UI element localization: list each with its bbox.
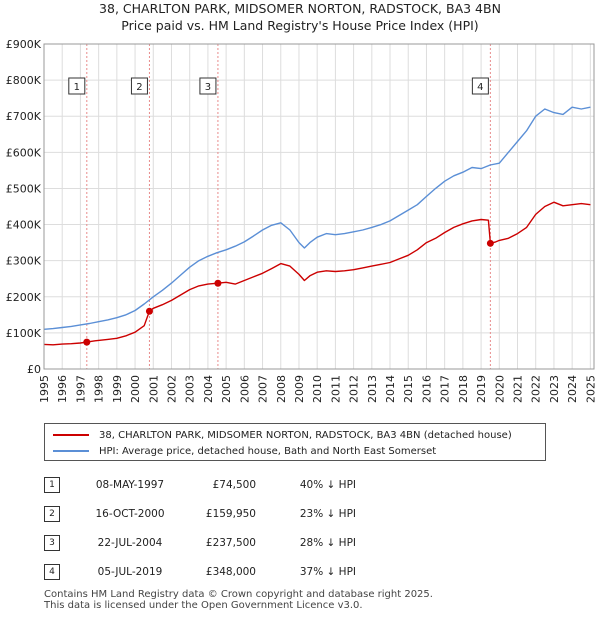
transaction-badge: 4	[44, 563, 60, 580]
x-tick-label: 1999	[111, 375, 124, 403]
footer-licence: This data is licensed under the Open Gov…	[44, 600, 363, 611]
transactions-table: 1 08-MAY-1997 £74,500 40% ↓ HPI 2 16-OCT…	[44, 470, 356, 586]
legend-item-property: 38, CHARLTON PARK, MIDSOMER NORTON, RADS…	[53, 427, 512, 443]
x-tick-label: 2009	[293, 375, 306, 403]
legend-swatch-hpi	[53, 450, 89, 452]
plot-frame	[43, 43, 595, 370]
table-row: 1 08-MAY-1997 £74,500 40% ↓ HPI	[44, 470, 356, 499]
table-row: 4 05-JUL-2019 £348,000 37% ↓ HPI	[44, 557, 356, 586]
x-tick-label: 2006	[238, 375, 251, 403]
transaction-hpi: 37% ↓ HPI	[299, 565, 356, 578]
x-tick-label: 2025	[584, 375, 597, 403]
transaction-date: 22-JUL-2004	[97, 536, 163, 549]
legend-label-hpi: HPI: Average price, detached house, Bath…	[99, 445, 437, 457]
transaction-date: 08-MAY-1997	[95, 478, 165, 491]
legend-item-hpi: HPI: Average price, detached house, Bath…	[53, 443, 436, 459]
y-tick-label: £600K	[6, 146, 42, 159]
y-tick-label: £300K	[6, 255, 42, 268]
transaction-date: 05-JUL-2019	[97, 565, 163, 578]
y-tick-label: £400K	[6, 219, 42, 232]
series-lines	[43, 106, 591, 346]
x-tick-label: 1996	[56, 375, 69, 403]
x-tick-label: 2000	[129, 375, 142, 403]
x-tick-label: 2010	[311, 375, 324, 403]
chart-title: 38, CHARLTON PARK, MIDSOMER NORTON, RADS…	[99, 1, 501, 16]
marker-label: 1	[74, 82, 80, 93]
marker-label-box	[199, 77, 217, 95]
x-tick-label: 2001	[147, 375, 160, 403]
price-chart: 1 2 3 4 £0 £100K £200K £300K £400K £500K £600K £70…	[6, 38, 598, 403]
x-tick-label: 2023	[548, 375, 561, 403]
axis-labels: £0 £100K £200K £300K £400K £500K £600K £700K £80…	[6, 38, 598, 403]
x-tick-label: 2007	[257, 375, 270, 403]
y-tick-label: £500K	[6, 182, 42, 195]
legend-label-property: 38, CHARLTON PARK, MIDSOMER NORTON, RADS…	[99, 429, 512, 441]
x-tick-label: 2003	[184, 375, 197, 403]
property-price-line	[43, 201, 591, 346]
transaction-hpi: 40% ↓ HPI	[299, 478, 356, 491]
x-tick-label: 1998	[93, 375, 106, 403]
legend-swatch-property	[53, 434, 89, 436]
transaction-date: 16-OCT-2000	[95, 507, 165, 520]
y-tick-label: £0	[27, 363, 41, 376]
transaction-hpi: 23% ↓ HPI	[299, 507, 356, 520]
sale-point	[214, 279, 222, 287]
y-tick-label: £700K	[6, 110, 42, 123]
transaction-badge: 3	[44, 534, 60, 551]
x-tick-label: 2005	[220, 375, 233, 403]
chart-subtitle: Price paid vs. HM Land Registry's House …	[121, 18, 479, 33]
x-tick-label: 1995	[38, 375, 51, 403]
transaction-price: £159,950	[205, 507, 256, 520]
x-tick-label: 2004	[202, 375, 215, 403]
x-tick-label: 2011	[329, 375, 342, 403]
marker-label-box	[471, 77, 489, 95]
marker-label: 2	[136, 82, 142, 93]
x-tick-label: 2017	[439, 375, 452, 403]
y-tick-label: £900K	[6, 38, 42, 51]
sale-point	[83, 338, 91, 346]
x-tick-label: 2008	[275, 375, 288, 403]
table-row: 2 16-OCT-2000 £159,950 23% ↓ HPI	[44, 499, 356, 528]
marker-label: 4	[477, 82, 483, 93]
sale-markers: 1 2 3 4	[68, 77, 494, 346]
x-tick-label: 2016	[420, 375, 433, 403]
marker-label: 3	[205, 82, 211, 93]
x-tick-label: 2018	[457, 375, 470, 403]
x-tick-label: 2015	[402, 375, 415, 403]
x-tick-label: 2014	[384, 375, 397, 403]
grid	[43, 43, 594, 370]
sale-point	[145, 307, 153, 315]
x-tick-label: 2019	[475, 375, 488, 403]
x-tick-label: 2013	[366, 375, 379, 403]
y-tick-label: £200K	[6, 291, 42, 304]
transaction-price: £237,500	[205, 536, 256, 549]
x-tick-label: 2024	[566, 375, 579, 403]
legend: 38, CHARLTON PARK, MIDSOMER NORTON, RADS…	[44, 423, 546, 461]
marker-label-box	[68, 77, 86, 95]
y-tick-label: £100K	[6, 327, 42, 340]
x-tick-label: 2020	[493, 375, 506, 403]
hpi-line	[43, 106, 591, 330]
footer: Contains HM Land Registry data © Crown c…	[44, 589, 433, 611]
transaction-hpi: 28% ↓ HPI	[299, 536, 356, 549]
x-tick-label: 2022	[530, 375, 543, 403]
transaction-badge: 1	[44, 476, 60, 493]
transaction-price: £348,000	[205, 565, 256, 578]
sale-point	[486, 239, 494, 247]
x-tick-label: 2002	[165, 375, 178, 403]
transaction-price: £74,500	[212, 478, 256, 491]
marker-label-box	[130, 77, 148, 95]
x-tick-label: 2021	[512, 375, 525, 403]
x-tick-label: 1997	[74, 375, 87, 403]
table-row: 3 22-JUL-2004 £237,500 28% ↓ HPI	[44, 528, 356, 557]
x-tick-label: 2012	[348, 375, 361, 403]
footer-copyright: Contains HM Land Registry data © Crown c…	[44, 589, 433, 600]
transaction-badge: 2	[44, 505, 60, 522]
y-tick-label: £800K	[6, 74, 42, 87]
